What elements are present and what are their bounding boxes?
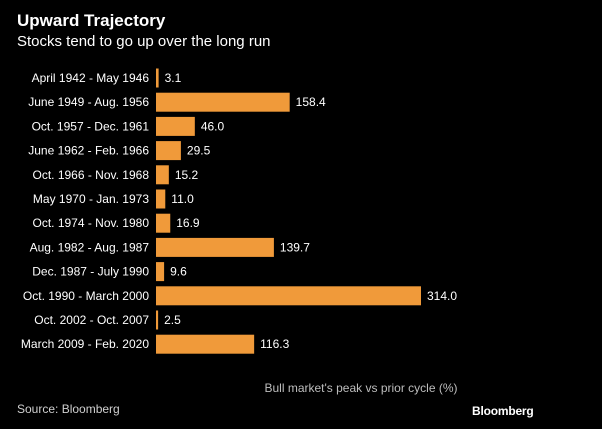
value-label: 3.1 [165,71,182,85]
bar [156,213,171,233]
bar [156,310,159,330]
source-note: Source: Bloomberg [17,402,120,416]
bar [156,237,274,257]
value-label: 11.0 [171,192,194,206]
bloomberg-logo: Bloomberg [472,404,534,418]
x-axis-label: Bull market's peak vs prior cycle (%) [264,381,458,395]
category-label: May 1970 - Jan. 1973 [33,192,149,206]
category-label: Dec. 1987 - July 1990 [32,265,149,279]
value-label: 9.6 [170,265,187,279]
value-label: 15.2 [175,168,199,182]
bar [156,165,169,185]
category-label: June 1962 - Feb. 1966 [28,144,149,158]
bar [156,262,165,282]
category-label: Oct. 1990 - March 2000 [23,289,149,303]
category-label: March 2009 - Feb. 2020 [21,337,149,351]
value-label: 2.5 [164,313,181,327]
bar [156,116,195,136]
value-label: 29.5 [187,144,211,158]
category-label: Oct. 1974 - Nov. 1980 [32,216,149,230]
value-label: 116.3 [260,337,289,351]
bar [156,189,166,209]
category-label: Oct. 2002 - Oct. 2007 [34,313,149,327]
category-label: Oct. 1957 - Dec. 1961 [32,119,150,133]
chart-subtitle: Stocks tend to go up over the long run [17,33,271,50]
bar [156,334,255,354]
category-label: June 1949 - Aug. 1956 [28,95,149,109]
bar [156,286,421,306]
value-label: 314.0 [427,289,457,303]
bar [156,68,159,88]
bar [156,141,181,161]
value-label: 139.7 [280,240,310,254]
bar [156,92,290,112]
value-label: 46.0 [201,119,225,133]
category-label: Oct. 1966 - Nov. 1968 [32,168,149,182]
category-label: April 1942 - May 1946 [32,71,150,85]
category-label: Aug. 1982 - Aug. 1987 [30,240,150,254]
value-label: 16.9 [176,216,200,230]
value-label: 158.4 [296,95,326,109]
chart-title: Upward Trajectory [17,11,166,30]
